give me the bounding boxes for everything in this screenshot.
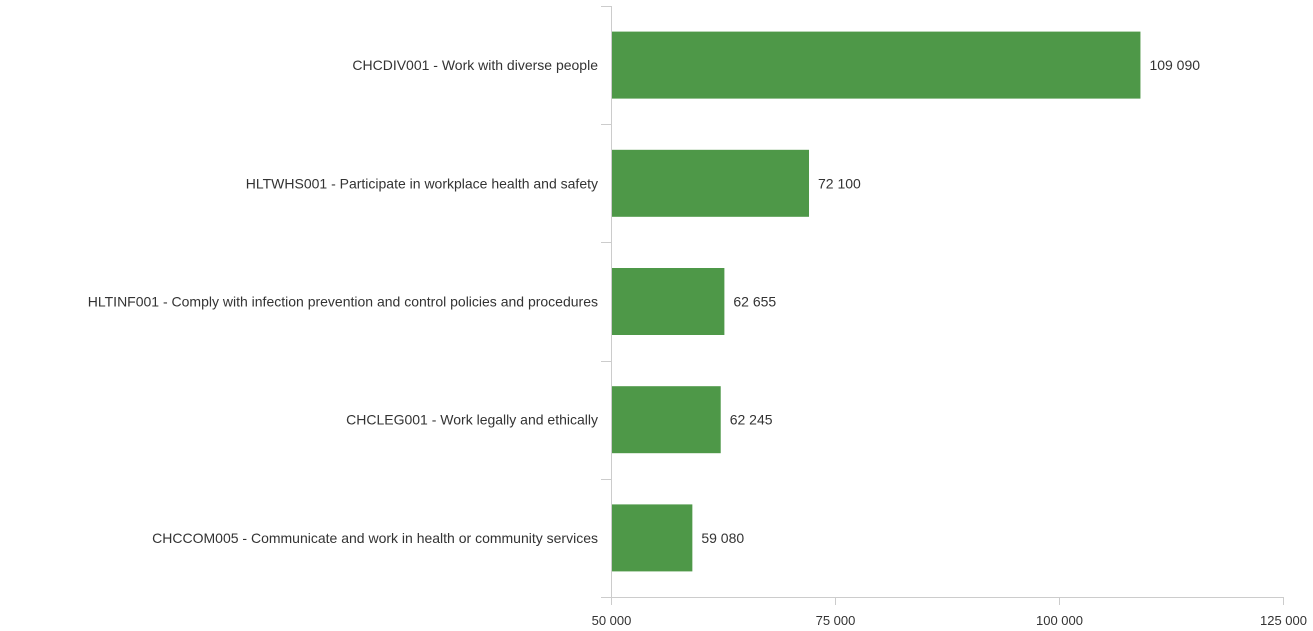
bar-value-label: 109 090	[1149, 57, 1200, 73]
bar-value-label: 62 245	[730, 412, 773, 428]
value-axis-tick-label: 75 000	[816, 613, 856, 628]
value-axis-tick-label: 125 000	[1260, 613, 1307, 628]
bar-value-label: 72 100	[818, 175, 861, 191]
bar[interactable]	[612, 31, 1141, 99]
bar[interactable]	[612, 268, 725, 335]
category-label: HLTWHS001 - Participate in workplace hea…	[246, 175, 598, 191]
value-axis-tick-label: 50 000	[592, 613, 632, 628]
bar[interactable]	[612, 504, 693, 572]
bar[interactable]	[612, 149, 810, 217]
category-label: HLTINF001 - Comply with infection preven…	[88, 294, 598, 310]
bar-value-label: 59 080	[701, 530, 744, 546]
value-axis-tick-label: 100 000	[1036, 613, 1083, 628]
bar[interactable]	[612, 386, 721, 454]
category-label: CHCLEG001 - Work legally and ethically	[346, 412, 598, 428]
category-label: CHCCOM005 - Communicate and work in heal…	[152, 530, 598, 546]
bar-value-label: 62 655	[733, 294, 776, 310]
category-label: CHCDIV001 - Work with diverse people	[352, 57, 598, 73]
